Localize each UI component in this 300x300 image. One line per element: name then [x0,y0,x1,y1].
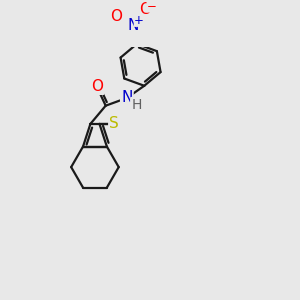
Text: +: + [134,14,144,27]
Text: O: O [140,2,152,17]
Text: −: − [146,0,156,13]
Text: N: N [128,18,139,33]
Text: O: O [110,9,122,24]
Text: S: S [109,116,119,131]
Text: O: O [91,79,103,94]
Text: H: H [131,98,142,112]
Text: N: N [121,91,133,106]
